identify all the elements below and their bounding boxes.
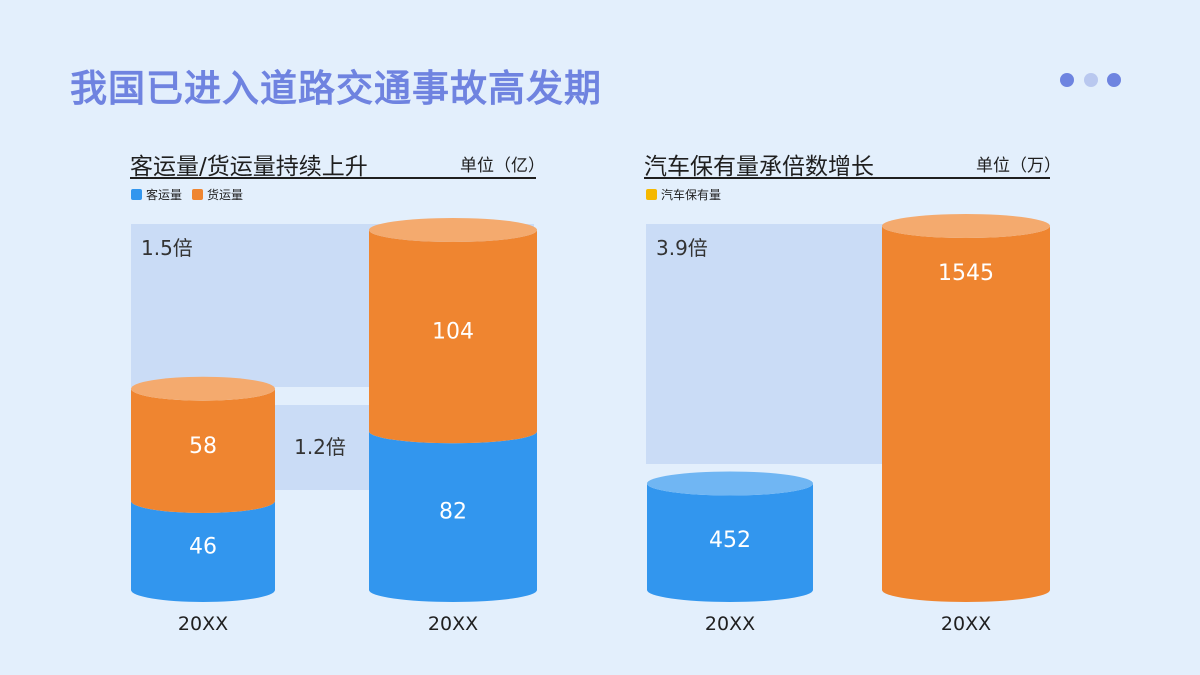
highlight-box-1-2x	[275, 405, 369, 490]
bar-vehicles-1-top	[882, 214, 1050, 238]
chart-1-unit: 单位（亿）	[460, 156, 545, 176]
x-tick-1-0: 20XX	[178, 613, 228, 635]
legend-swatch-vehicles	[646, 189, 657, 200]
annotation-1-5x: 1.5倍	[141, 236, 193, 260]
bar-vehicles-0-top	[647, 471, 813, 496]
legend-label-vehicles: 汽车保有量	[661, 188, 722, 202]
label-passenger-1: 82	[439, 500, 467, 525]
annotation-1-2x: 1.2倍	[294, 435, 346, 459]
legend-swatch-freight	[192, 189, 204, 200]
label-passenger-0: 46	[189, 534, 217, 559]
x-tick-2-0: 20XX	[705, 613, 755, 635]
legend-item-passenger: 客运量	[131, 186, 182, 203]
label-vehicles-0: 452	[709, 528, 751, 553]
bar-freight-1-top	[369, 218, 537, 242]
bar-freight-0-top	[131, 376, 275, 401]
bar-vehicles-1	[882, 226, 1050, 602]
legend-item-freight: 货运量	[192, 186, 243, 203]
label-freight-0: 58	[189, 434, 217, 459]
bar-freight-1	[369, 230, 537, 444]
dot-1	[1060, 73, 1074, 87]
chart-2-rule	[644, 177, 1050, 179]
bar-vehicles-0	[647, 483, 813, 602]
chart-1-rule	[130, 177, 536, 179]
annotation-3-9x: 3.9倍	[656, 236, 708, 260]
x-tick-1-1: 20XX	[428, 613, 478, 635]
dot-2	[1084, 73, 1098, 87]
legend-item-vehicles: 汽车保有量	[646, 186, 721, 203]
bar-freight-0	[131, 388, 275, 513]
legend-label-passenger: 客运量	[146, 188, 183, 202]
page-title: 我国已进入道路交通事故高发期	[70, 67, 602, 110]
x-tick-2-1: 20XX	[941, 613, 991, 635]
bar-passenger-0	[131, 500, 275, 602]
chart-2-title: 汽车保有量承倍数增长	[644, 154, 874, 180]
highlight-box-3-9x	[646, 224, 896, 464]
chart-1-legend: 客运量 货运量	[131, 186, 253, 203]
label-vehicles-1: 1545	[938, 261, 994, 286]
dot-3	[1107, 73, 1121, 87]
legend-swatch-passenger	[131, 189, 142, 200]
chart-2-legend: 汽车保有量	[646, 186, 731, 203]
label-freight-1: 104	[432, 320, 474, 345]
chart-2-unit: 单位（万）	[976, 156, 1061, 176]
chart-1-title: 客运量/货运量持续上升	[130, 154, 368, 180]
bar-passenger-1	[369, 431, 537, 602]
legend-label-freight: 货运量	[207, 188, 244, 202]
